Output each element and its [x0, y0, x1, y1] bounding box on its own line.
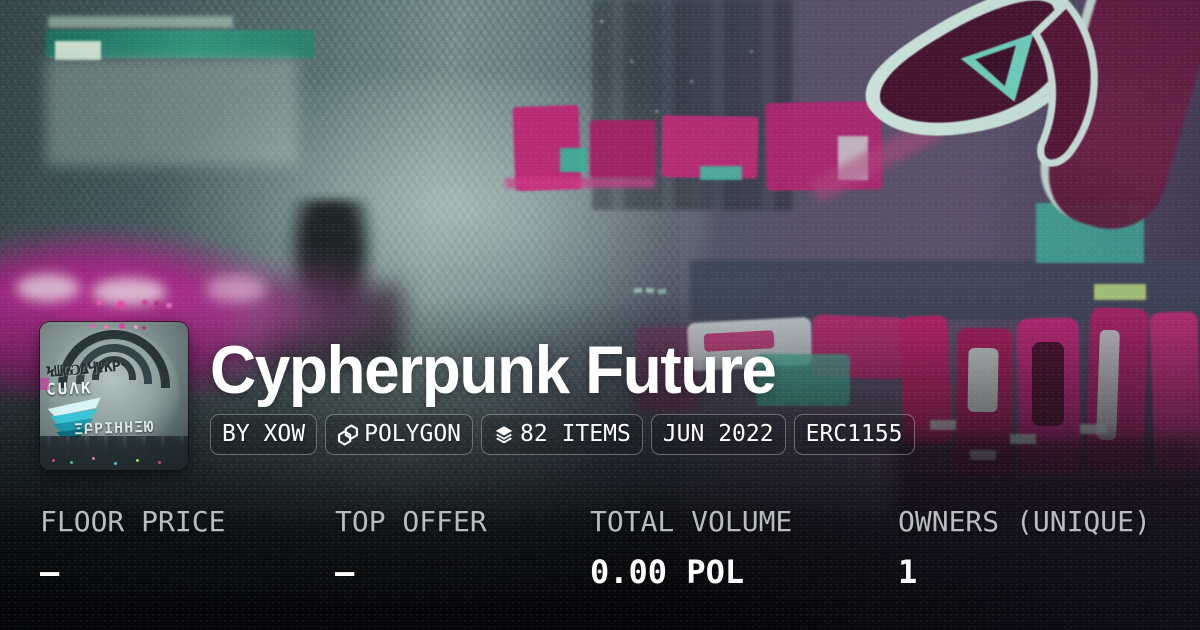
collection-title: Cypherpunk Future	[210, 332, 777, 408]
stat-floor-price: FLOOR PRICE —	[40, 505, 226, 592]
avatar-art-sphere	[48, 328, 180, 460]
stat-top-offer: TOP OFFER —	[335, 505, 487, 592]
stat-value: 0.00 POL	[590, 553, 745, 592]
collection-avatar: ϞШѠΔЧΨΚР CUΛK ΞԲΡІННΞЮ	[40, 322, 188, 470]
avatar-art-glyphs: ΞԲΡІННΞЮ	[73, 417, 155, 439]
created-date-badge: JUN 2022	[650, 414, 786, 455]
stat-label: FLOOR PRICE	[40, 505, 226, 538]
items-badge: 82 ITEMS	[481, 414, 643, 455]
polygon-icon	[338, 424, 359, 445]
stat-label: TOTAL VOLUME	[590, 505, 793, 538]
token-standard-badge: ERC1155	[793, 414, 915, 455]
badge-row: BY XOW POLYGON 82 ITEMS JUN 2022 ERC1155	[210, 414, 915, 455]
stat-label: TOP OFFER	[335, 505, 487, 538]
token-standard-badge-label: ERC1155	[805, 421, 903, 447]
stat-value: —	[40, 553, 60, 592]
chain-badge-label: POLYGON	[364, 421, 462, 447]
stat-owners-unique: OWNERS (UNIQUE) 1	[898, 505, 1151, 592]
creator-badge[interactable]: BY XOW	[210, 414, 318, 455]
avatar-art-glyphs: ϞШѠΔЧΨΚР	[45, 356, 121, 382]
avatar-art-arc	[92, 356, 136, 380]
stat-total-volume: TOTAL VOLUME 0.00 POL	[590, 505, 793, 592]
creator-badge-label: BY XOW	[222, 421, 306, 447]
avatar-art-arc	[58, 330, 170, 388]
avatar-art-neon-dots	[90, 324, 94, 328]
avatar-art-glyphs: CUΛK	[45, 378, 93, 399]
stat-label: OWNERS (UNIQUE)	[898, 505, 1151, 538]
avatar-art-glitch	[40, 378, 49, 390]
avatar-art-wing	[47, 397, 101, 439]
created-date-badge-label: JUN 2022	[662, 421, 774, 447]
stat-value: —	[335, 553, 355, 592]
stat-value: 1	[898, 553, 918, 592]
avatar-art-arc	[76, 344, 152, 384]
layers-icon	[495, 425, 513, 443]
avatar-art-neon-dots	[52, 459, 55, 462]
avatar-art-skyline	[40, 436, 188, 470]
chain-badge: POLYGON	[325, 414, 474, 455]
items-badge-label: 82 ITEMS	[520, 421, 631, 447]
